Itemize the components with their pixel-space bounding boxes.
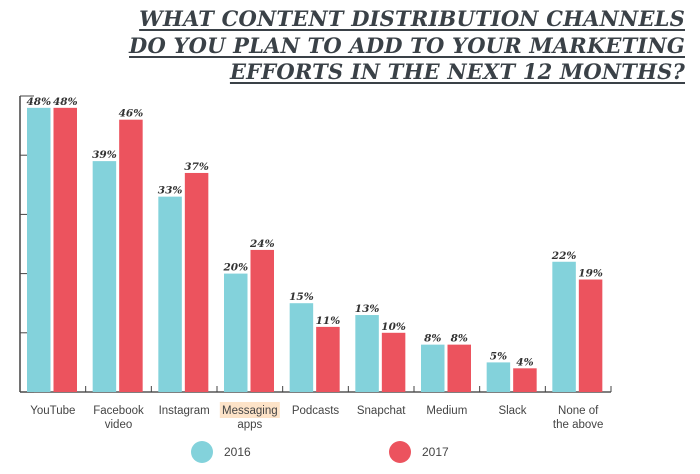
legend-marker-2017 [389,441,411,463]
bar-2017-8 [578,279,603,392]
chart-title: WHAT CONTENT DISTRIBUTION CHANNELS DO YO… [129,6,685,86]
data-label: 15% [289,291,314,303]
bar-2017-1 [119,119,143,393]
title-line-3: EFFORTS IN THE NEXT 12 MONTHS? [229,59,685,84]
x-tick-label: Facebook [93,405,144,417]
legend-label: 2017 [422,445,449,459]
data-label: 48% [53,96,78,108]
data-label: 39% [92,149,117,161]
legend-marker-2016 [191,441,213,463]
x-tick-label: Medium [426,405,467,417]
title-line-2: DO YOU PLAN TO ADD TO YOUR MARKETING [129,32,685,58]
bar-2017-6 [447,344,471,392]
bar-2017-7 [513,368,537,392]
x-tick-label: apps [237,419,262,431]
data-label: 13% [355,303,380,315]
bar-2016-6 [421,344,445,392]
bar-2016-1 [92,161,117,392]
bar-2016-5 [355,315,379,392]
x-tick-label: None of [558,405,599,417]
bar-2017-0 [53,107,77,392]
data-label: 10% [381,321,406,333]
bar-2017-2 [184,172,209,392]
bar-2016-0 [27,107,51,392]
data-label: 37% [184,161,209,173]
data-label: 8% [451,333,468,345]
bar-2016-4 [289,303,314,392]
data-label: 8% [424,333,441,345]
data-label: 33% [158,185,183,197]
x-tick-label: Snapchat [357,405,406,417]
x-tick-label: Slack [498,405,526,417]
data-label: 24% [249,238,275,250]
x-tick-label: Instagram [159,405,210,417]
data-label: 20% [222,262,248,274]
data-label: 11% [316,315,341,327]
data-label: 22% [551,250,577,262]
data-label: 4% [516,356,533,368]
bar-2017-4 [316,326,340,392]
category-highlight [219,402,280,418]
title-line-1: WHAT CONTENT DISTRIBUTION CHANNELS [139,6,685,31]
data-label: 46% [119,108,144,120]
legend-label: 2016 [224,445,251,459]
bar-2016-8 [552,261,576,392]
x-tick-label: video [105,419,133,431]
bar-2016-3 [224,273,248,392]
data-label: 5% [490,350,507,362]
x-tick-label: Podcasts [292,405,340,417]
bar-2016-7 [486,362,511,392]
bar-2017-5 [381,332,406,392]
data-label: 19% [578,268,603,280]
data-label: 48% [26,96,51,108]
x-tick-label: Messaging [222,405,278,417]
x-tick-label: YouTube [30,405,75,417]
bar-2016-2 [158,196,182,392]
x-tick-label: the above [553,419,604,431]
bar-2017-3 [250,249,274,392]
